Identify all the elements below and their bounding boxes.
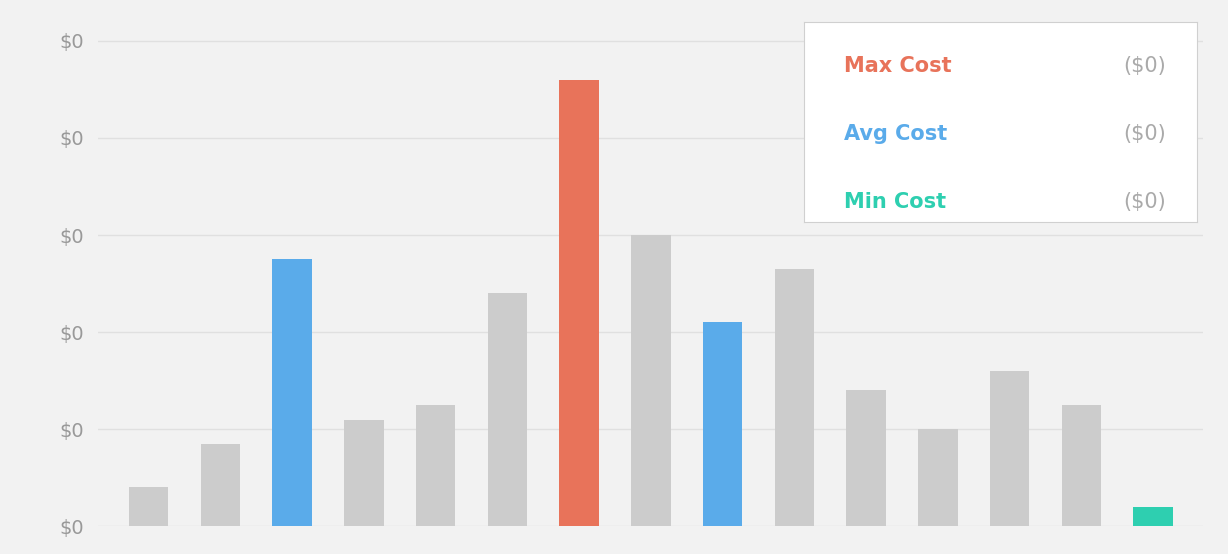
Bar [488,293,527,526]
Text: ($0): ($0) [1124,124,1165,144]
Bar [1133,507,1173,526]
Bar [344,419,383,526]
Bar [702,322,743,526]
Text: Avg Cost: Avg Cost [844,124,947,144]
Text: ($0): ($0) [1124,56,1165,76]
Text: Min Cost: Min Cost [844,192,946,212]
Text: ($0): ($0) [1124,192,1165,212]
Bar [559,80,599,526]
Bar [129,488,168,526]
Bar [1062,405,1102,526]
Bar [846,391,885,526]
Bar [990,371,1029,526]
Bar [416,405,456,526]
Bar [200,444,239,526]
Bar [775,269,814,526]
Text: Max Cost: Max Cost [844,56,952,76]
Bar [919,429,958,526]
Bar [273,259,312,526]
Bar [631,235,670,526]
